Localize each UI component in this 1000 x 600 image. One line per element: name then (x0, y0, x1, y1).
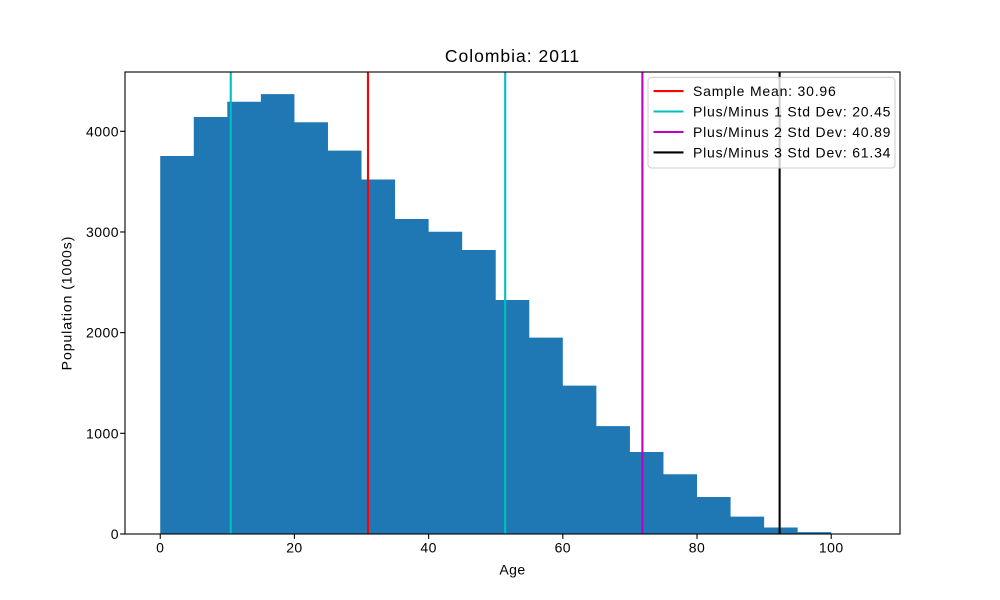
svg-text:Plus/Minus 3 Std Dev: 61.34: Plus/Minus 3 Std Dev: 61.34 (693, 144, 891, 160)
svg-text:3000: 3000 (86, 224, 119, 240)
svg-text:Plus/Minus 1 Std Dev: 20.45: Plus/Minus 1 Std Dev: 20.45 (693, 104, 891, 120)
svg-text:2000: 2000 (86, 325, 119, 341)
svg-text:1000: 1000 (86, 425, 119, 441)
svg-text:Sample Mean: 30.96: Sample Mean: 30.96 (693, 83, 837, 99)
svg-text:0: 0 (156, 540, 164, 556)
svg-text:100: 100 (819, 540, 844, 556)
svg-text:0: 0 (111, 526, 119, 542)
svg-text:Colombia: 2011: Colombia: 2011 (445, 46, 580, 66)
svg-text:Age: Age (499, 562, 525, 578)
svg-text:Plus/Minus 2 Std Dev: 40.89: Plus/Minus 2 Std Dev: 40.89 (693, 124, 891, 140)
svg-text:20: 20 (286, 540, 302, 556)
svg-text:80: 80 (689, 540, 705, 556)
svg-text:60: 60 (555, 540, 571, 556)
svg-text:4000: 4000 (86, 123, 119, 139)
svg-text:Population (1000s): Population (1000s) (59, 236, 75, 371)
svg-text:40: 40 (420, 540, 436, 556)
